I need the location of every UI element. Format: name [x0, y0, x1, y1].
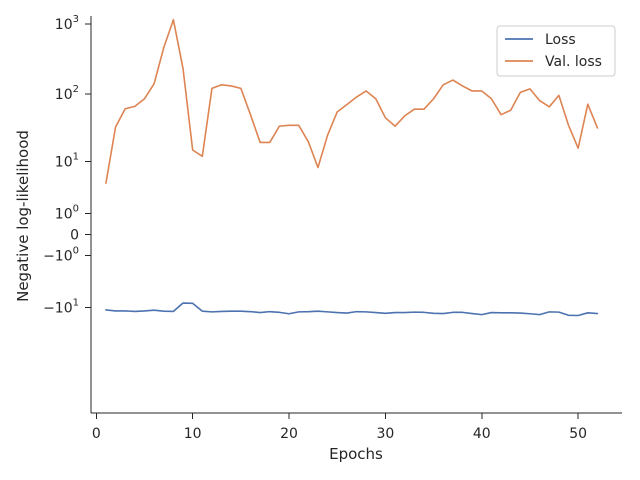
x-tick-label: 10 [184, 426, 202, 442]
legend-label: Loss [545, 32, 576, 48]
series-lines [105, 18, 599, 317]
x-tick-label: 30 [376, 426, 394, 442]
legend: Loss Val. loss [496, 25, 616, 77]
x-tick-label: 0 [92, 426, 101, 442]
y-axis-ticks: 103 102 101 100 0 −100 −101 [43, 14, 91, 317]
x-axis-label: Epochs [329, 445, 383, 463]
y-tick-label: 103 [55, 14, 79, 33]
x-tick-label: 20 [280, 426, 298, 442]
y-tick-label: −101 [43, 298, 79, 317]
y-tick-label: 101 [55, 151, 79, 170]
x-tick-label: 40 [473, 426, 491, 442]
legend-label: Val. loss [545, 54, 602, 70]
y-tick-label: 0 [70, 227, 79, 243]
y-tick-label: 100 [55, 203, 79, 222]
y-tick-label: −100 [43, 246, 79, 265]
x-tick-label: 50 [569, 426, 587, 442]
series-line-0 [105, 302, 599, 317]
axes [90, 16, 622, 414]
x-axis-ticks: 0 10 20 30 40 50 [92, 413, 587, 442]
y-tick-label: 102 [55, 84, 79, 103]
series-line-1 [105, 18, 599, 184]
y-axis-label: Negative log-likelihood [14, 130, 32, 302]
